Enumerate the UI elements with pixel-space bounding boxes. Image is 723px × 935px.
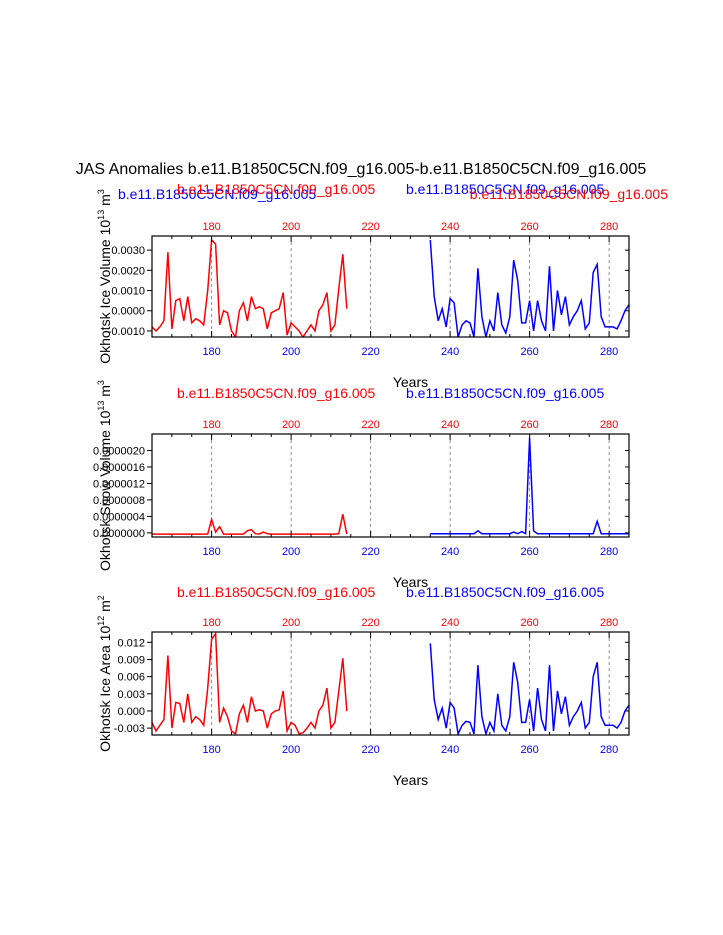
x-tick-label-top: 260 [520,419,538,431]
y-axis-label-unit: m [97,194,113,210]
chart-panel-1: 0.0030 0.0020 0.0010 0.0000 -0.0010 180 200 220… [96,181,668,390]
x-tick-label-top: 240 [441,617,459,629]
y-axis-label-unit-exponent: 3 [96,189,106,194]
y-axis-label-unit-exponent: 2 [96,595,106,600]
x-tick-label-bottom: 200 [282,744,300,756]
x-tick-label-top: 180 [202,221,220,233]
y-tick-label: 0.0000016 [93,462,145,474]
plot-frame [151,235,630,338]
y-tick-label: 0.000 [117,706,145,718]
chart-panel-2: 0.0000020 0.0000016 0.0000012 0.0000008 0.00… [93,380,630,590]
x-tick-label-bottom: 200 [282,546,300,558]
x-tick-label-top: 180 [202,617,220,629]
series-line-blue [429,239,629,337]
x-tick-label-bottom: 240 [441,744,459,756]
x-tick-label-top: 180 [202,419,220,431]
y-tick-label: 0.0000 [111,306,145,318]
run-label: b.e11.B1850C5CN.f09_g16.005 [406,584,604,600]
y-tick-label: 0.003 [117,689,145,701]
x-axis-label: Years [393,574,428,590]
x-tick-label-top: 200 [282,617,300,629]
y-tick-label: 0.0000008 [93,495,145,507]
x-tick-label-bottom: 260 [520,546,538,558]
run-label: b.e11.B1850C5CN.f09_g16.005 [177,584,375,600]
y-tick-label: 0.0020 [111,265,145,277]
run-label: b.e11.B1850C5CN.f09_g16.005 [470,186,668,202]
x-tick-label-bottom: 220 [361,546,379,558]
x-axis-label: Years [393,772,428,788]
y-axis-label-main: Okhotsk Ice Volume 10 [97,220,113,364]
y-tick-label: 0.0030 [111,245,145,257]
y-tick-label: 0.009 [117,654,145,666]
y-tick-label: -0.003 [114,723,145,735]
run-label: b.e11.B1850C5CN.f09_g16.005 [118,186,316,202]
x-tick-label-top: 220 [361,221,379,233]
series-line-red [152,632,348,735]
y-tick-label: 0.006 [117,672,145,684]
x-tick-label-bottom: 280 [600,346,618,358]
x-tick-label-bottom: 240 [441,546,459,558]
run-label: b.e11.B1850C5CN.f09_g16.005 [406,181,604,197]
y-tick-label: 0.0010 [111,286,145,298]
y-axis-label-main: Okhotsk Snow Volume 10 [97,410,113,571]
x-tick-label-top: 200 [282,221,300,233]
x-tick-label-bottom: 240 [441,346,459,358]
x-tick-label-top: 220 [361,617,379,629]
y-axis-label-exponent: 13 [96,401,106,411]
x-tick-label-top: 240 [441,419,459,431]
y-axis-label-exponent: 12 [96,616,106,626]
x-tick-label-top: 260 [520,221,538,233]
y-tick-label: 0.012 [117,637,145,649]
plot-frame [151,631,630,736]
y-axis-label: Okhotsk Snow Volume 1013 m3 [96,380,113,571]
x-tick-label-bottom: 220 [361,346,379,358]
y-axis-label-unit: m [97,385,113,401]
x-tick-label-top: 220 [361,419,379,431]
x-tick-label-top: 260 [520,617,538,629]
x-tick-label-top: 280 [600,617,618,629]
y-axis-label-main: Okhotsk Ice Area 10 [97,626,113,752]
y-axis-label-unit-exponent: 3 [96,380,106,385]
x-tick-label-bottom: 260 [520,744,538,756]
y-axis-label-exponent: 13 [96,210,106,220]
run-label: b.e11.B1850C5CN.f09_g16.005 [406,385,604,401]
x-tick-label-bottom: 200 [282,346,300,358]
x-tick-label-top: 240 [441,221,459,233]
y-axis-label: Okhotsk Ice Area 1012 m2 [96,595,113,752]
x-tick-label-bottom: 280 [600,744,618,756]
y-tick-label: -0.0010 [108,326,145,338]
y-axis-label-unit: m [97,600,113,616]
x-tick-label-bottom: 180 [202,346,220,358]
x-tick-label-bottom: 180 [202,546,220,558]
series-line-red [152,238,348,337]
x-tick-label-top: 280 [600,221,618,233]
x-tick-label-bottom: 180 [202,744,220,756]
y-tick-label: 0.0000000 [93,528,145,540]
y-tick-label: 0.0000020 [93,445,145,457]
y-tick-label: 0.0000004 [93,511,145,523]
series-line-blue [429,643,629,735]
x-tick-label-bottom: 220 [361,744,379,756]
y-axis-label: Okhotsk Ice Volume 1013 m3 [96,189,113,364]
x-tick-label-bottom: 260 [520,346,538,358]
x-tick-label-top: 280 [600,419,618,431]
run-label: b.e11.B1850C5CN.f09_g16.005 [177,385,375,401]
x-axis-label: Years [393,374,428,390]
x-tick-label-top: 200 [282,419,300,431]
plot-frame [151,433,630,538]
run-label: b.e11.B1850C5CN.f09_g16.005 [177,181,375,197]
page-title: JAS Anomalies b.e11.B1850C5CN.f09_g16.00… [76,161,647,178]
series-line-red [152,514,348,535]
x-tick-label-bottom: 280 [600,546,618,558]
y-tick-label: 0.0000012 [93,478,145,490]
